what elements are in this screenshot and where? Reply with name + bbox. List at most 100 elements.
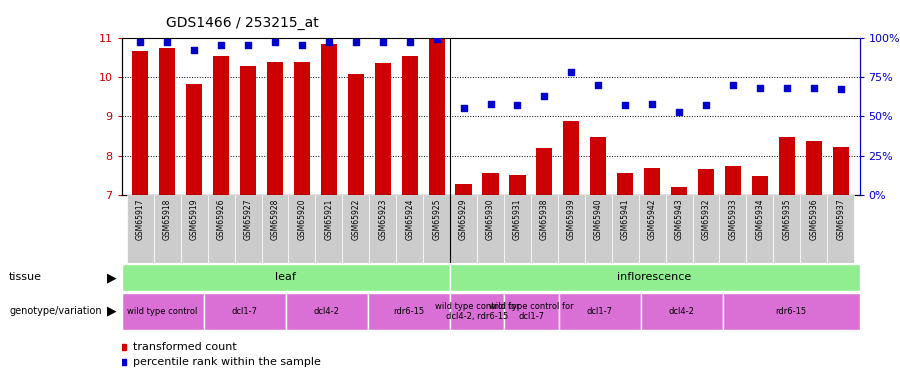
Point (187, 47, 202, 53)
FancyBboxPatch shape (122, 264, 449, 291)
Text: GDS1466 / 253215_at: GDS1466 / 253215_at (166, 16, 320, 30)
Point (214, 42, 229, 48)
Bar (482, 173, 499, 195)
Bar (590, 137, 607, 195)
FancyBboxPatch shape (315, 195, 342, 262)
FancyBboxPatch shape (585, 195, 612, 262)
Point (698, 102, 713, 108)
Bar (563, 121, 580, 195)
Point (429, 36, 444, 42)
FancyBboxPatch shape (154, 195, 181, 262)
FancyBboxPatch shape (367, 292, 449, 330)
Bar (698, 170, 714, 195)
Text: GSM65929: GSM65929 (459, 198, 468, 240)
Bar (536, 148, 553, 195)
Bar (617, 173, 634, 195)
Text: GSM65942: GSM65942 (648, 198, 657, 240)
Text: wild type control: wild type control (127, 307, 198, 316)
FancyBboxPatch shape (449, 264, 860, 291)
Point (321, 39, 336, 45)
FancyBboxPatch shape (477, 195, 504, 262)
Text: inflorescence: inflorescence (617, 273, 691, 282)
Point (456, 105, 471, 111)
FancyBboxPatch shape (746, 195, 773, 262)
Text: wild type control for
dcl4-2, rdr6-15: wild type control for dcl4-2, rdr6-15 (435, 302, 519, 321)
Point (348, 39, 363, 45)
Text: dcl4-2: dcl4-2 (669, 307, 695, 316)
Point (779, 85, 794, 91)
Bar (347, 74, 364, 195)
Text: tissue: tissue (9, 273, 42, 282)
Text: ▶: ▶ (107, 305, 117, 318)
Text: percentile rank within the sample: percentile rank within the sample (132, 357, 320, 367)
Text: GSM65925: GSM65925 (432, 198, 441, 240)
FancyBboxPatch shape (719, 195, 746, 262)
Point (537, 93, 552, 99)
FancyBboxPatch shape (122, 292, 203, 330)
Bar (778, 137, 795, 195)
Bar (240, 66, 256, 195)
FancyBboxPatch shape (396, 195, 423, 262)
Point (564, 69, 579, 75)
Bar (671, 187, 687, 195)
Point (725, 82, 740, 88)
Bar (132, 51, 148, 195)
Text: GSM65917: GSM65917 (136, 198, 145, 240)
Point (375, 39, 390, 45)
Text: transformed count: transformed count (132, 342, 237, 352)
FancyBboxPatch shape (773, 195, 800, 262)
FancyBboxPatch shape (531, 195, 558, 262)
Text: GSM65930: GSM65930 (486, 198, 495, 240)
Point (618, 102, 633, 108)
Point (806, 85, 821, 91)
FancyBboxPatch shape (639, 195, 666, 262)
FancyBboxPatch shape (723, 292, 860, 330)
FancyBboxPatch shape (450, 195, 477, 262)
Text: GSM65928: GSM65928 (271, 198, 280, 240)
FancyBboxPatch shape (800, 195, 827, 262)
Text: dcl4-2: dcl4-2 (313, 307, 339, 316)
Point (268, 39, 283, 45)
Text: GSM65937: GSM65937 (836, 198, 845, 240)
FancyBboxPatch shape (203, 292, 285, 330)
Text: GSM65935: GSM65935 (782, 198, 791, 240)
Point (752, 85, 767, 91)
Text: GSM65921: GSM65921 (324, 198, 333, 240)
Bar (267, 62, 284, 195)
FancyBboxPatch shape (641, 292, 723, 330)
Text: GSM65941: GSM65941 (621, 198, 630, 240)
Text: GSM65940: GSM65940 (594, 198, 603, 240)
Point (295, 42, 310, 48)
Bar (320, 44, 337, 195)
Point (645, 100, 660, 106)
FancyBboxPatch shape (423, 195, 450, 262)
Text: GSM65931: GSM65931 (513, 198, 522, 240)
FancyBboxPatch shape (827, 195, 854, 262)
Bar (213, 56, 230, 195)
Bar (752, 177, 768, 195)
Text: GSM65923: GSM65923 (378, 198, 387, 240)
Point (402, 39, 417, 45)
FancyBboxPatch shape (504, 195, 531, 262)
FancyBboxPatch shape (559, 292, 641, 330)
FancyBboxPatch shape (692, 195, 719, 262)
FancyBboxPatch shape (449, 292, 504, 330)
Bar (374, 63, 391, 195)
Text: GSM65938: GSM65938 (540, 198, 549, 240)
FancyBboxPatch shape (127, 195, 154, 262)
Point (833, 87, 848, 93)
Text: GSM65936: GSM65936 (809, 198, 818, 240)
Point (483, 100, 498, 106)
Text: dcl1-7: dcl1-7 (231, 307, 257, 316)
FancyBboxPatch shape (369, 195, 396, 262)
Point (241, 42, 256, 48)
Bar (832, 147, 849, 195)
Text: rdr6-15: rdr6-15 (776, 307, 806, 316)
FancyBboxPatch shape (289, 195, 315, 262)
Bar (806, 141, 822, 195)
Text: dcl1-7: dcl1-7 (587, 307, 613, 316)
Bar (294, 62, 310, 195)
FancyBboxPatch shape (666, 195, 692, 262)
Point (671, 108, 686, 114)
Bar (401, 56, 418, 195)
